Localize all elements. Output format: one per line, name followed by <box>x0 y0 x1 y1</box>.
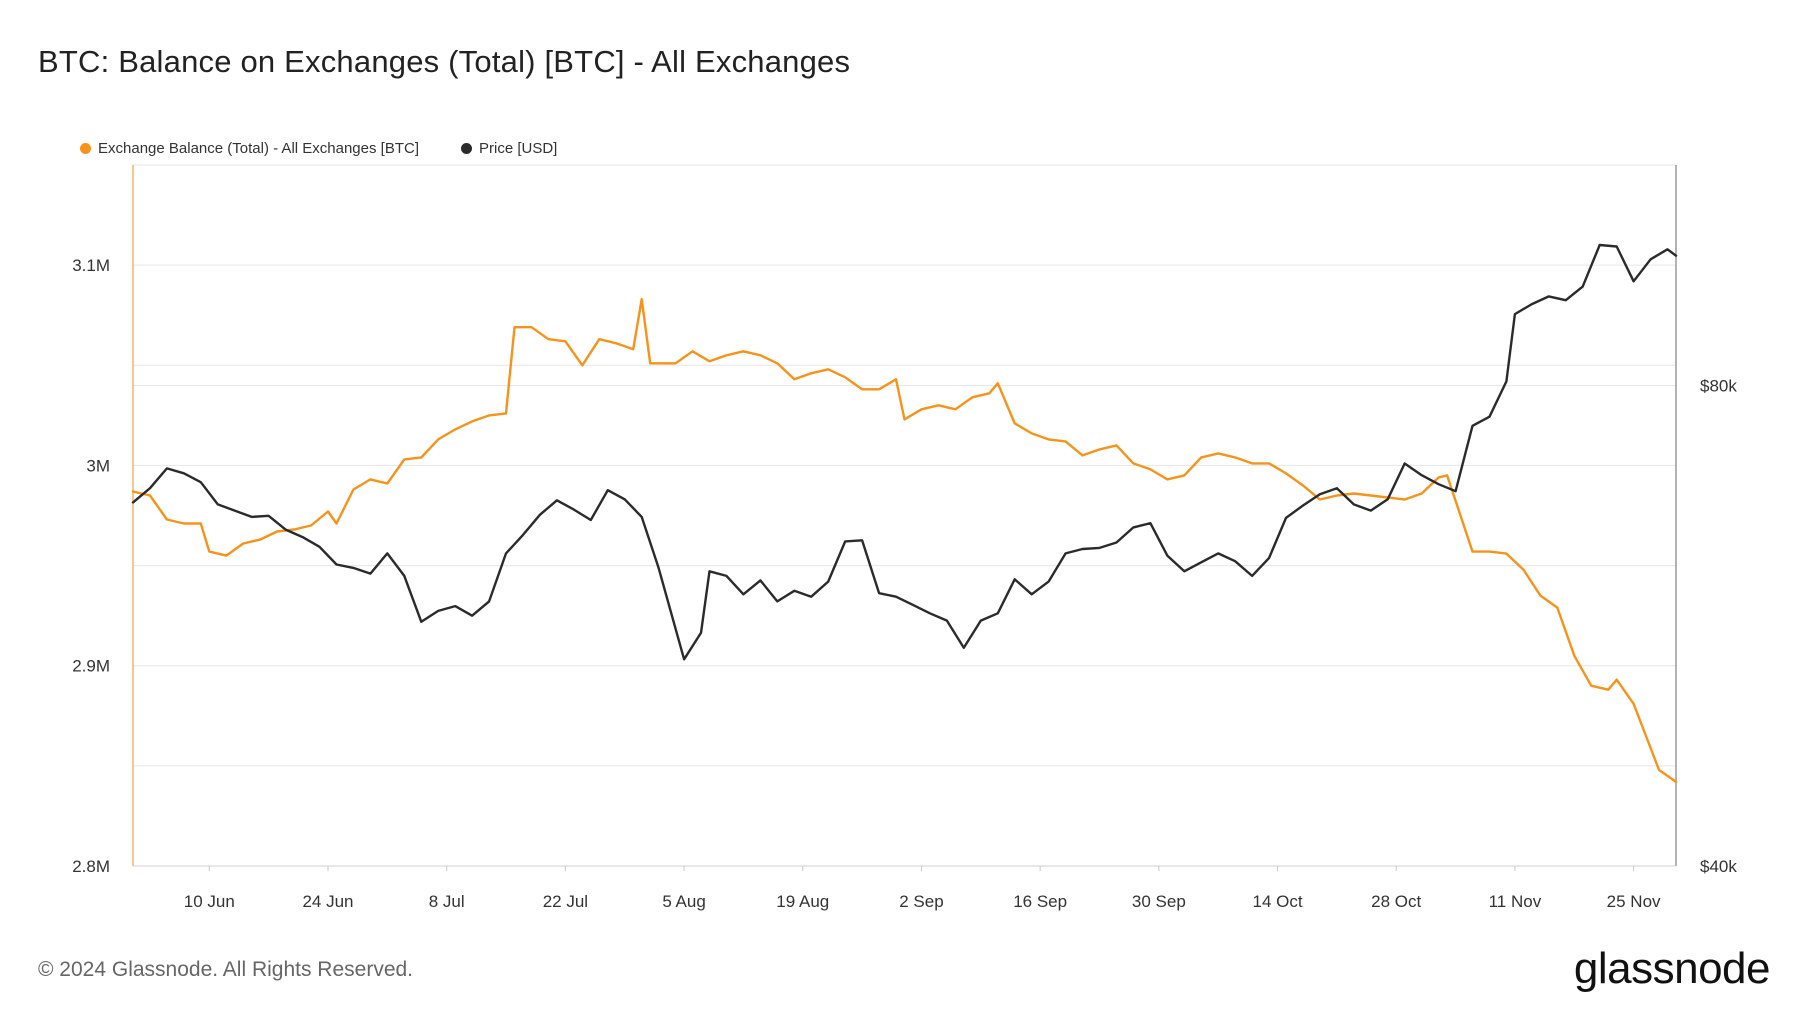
y-left-tick-label: 3M <box>86 456 110 475</box>
legend-label-price: Price [USD] <box>479 140 558 157</box>
x-tick-label: 8 Jul <box>429 892 465 911</box>
legend-item-price[interactable]: Price [USD] <box>461 140 557 157</box>
series-line-exchange-balance <box>131 298 1678 784</box>
y-left-tick-label: 3.1M <box>72 256 110 275</box>
x-tick-label: 25 Nov <box>1607 892 1661 911</box>
series-line-price <box>131 243 1678 661</box>
x-tick-label: 24 Jun <box>302 892 353 911</box>
x-tick-label: 10 Jun <box>184 892 235 911</box>
x-tick-label: 5 Aug <box>662 892 706 911</box>
copyright-footer: © 2024 Glassnode. All Rights Reserved. <box>38 958 414 981</box>
y-left-tick-label: 2.9M <box>72 657 110 676</box>
x-tick-label: 19 Aug <box>776 892 829 911</box>
brand-logo: glassnode <box>1573 944 1771 993</box>
legend-label-balance: Exchange Balance (Total) - All Exchanges… <box>98 140 419 157</box>
y-left-tick-label: 2.8M <box>72 857 110 876</box>
x-tick-label: 2 Sep <box>899 892 943 911</box>
chart-title: BTC: Balance on Exchanges (Total) [BTC] … <box>38 44 851 79</box>
x-tick-label: 14 Oct <box>1252 892 1302 911</box>
x-tick-label: 11 Nov <box>1489 892 1542 911</box>
x-tick-label: 30 Sep <box>1132 892 1186 911</box>
x-tick-label: 28 Oct <box>1371 892 1421 911</box>
x-tick-label: 22 Jul <box>543 892 588 911</box>
legend: Exchange Balance (Total) - All Exchanges… <box>80 140 557 157</box>
legend-dot-price <box>461 143 472 154</box>
x-tick-label: 16 Sep <box>1013 892 1067 911</box>
y-right-tick-label: $40k <box>1700 857 1737 876</box>
y-right-tick-label: $80k <box>1700 377 1737 396</box>
legend-item-balance[interactable]: Exchange Balance (Total) - All Exchanges… <box>80 140 419 157</box>
legend-dot-balance <box>80 143 91 154</box>
